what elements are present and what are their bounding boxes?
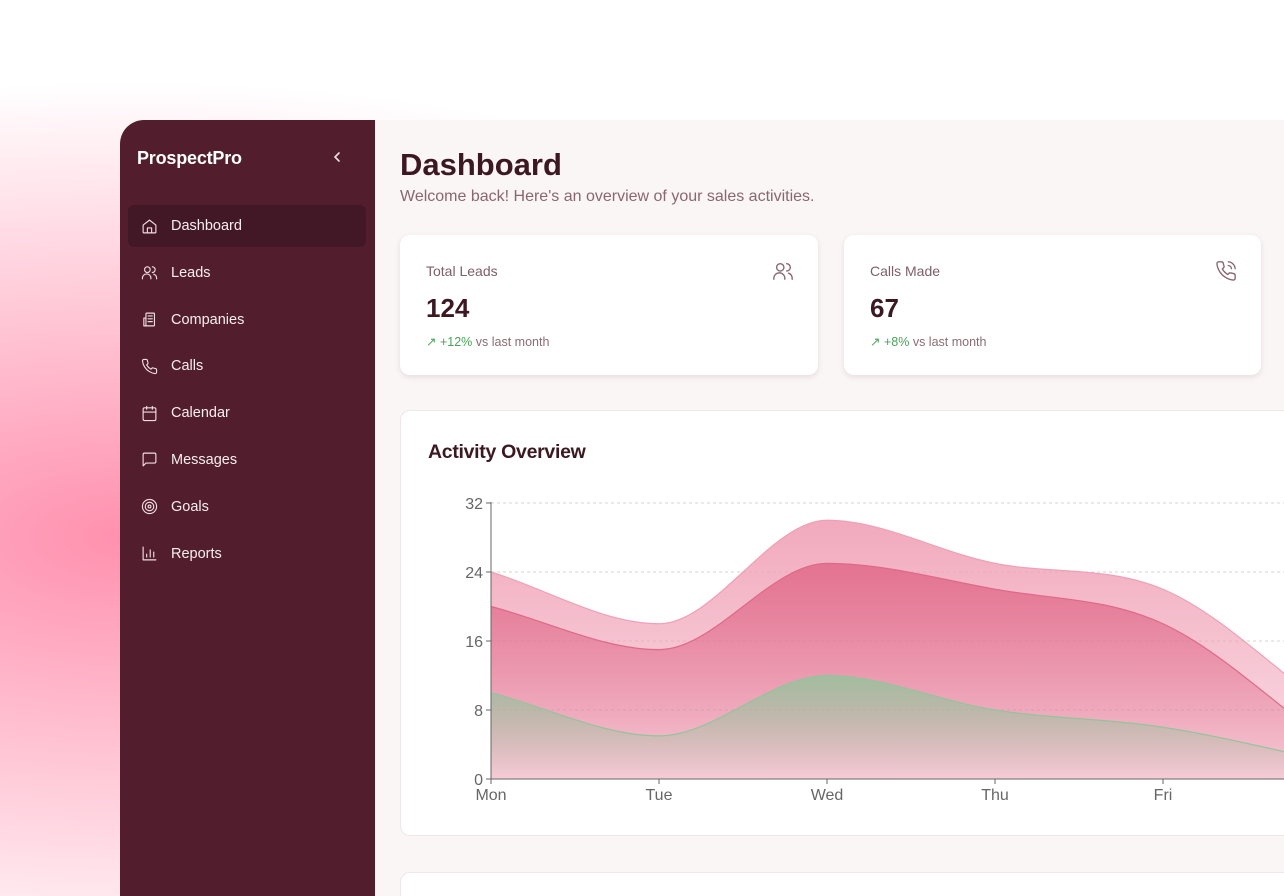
sidebar-item-companies[interactable]: Companies — [128, 299, 366, 341]
series-line — [490, 519, 1284, 675]
users-icon — [141, 266, 158, 280]
y-tick-label: 24 — [465, 565, 483, 582]
series-line — [490, 562, 1284, 710]
change-value: +8% — [883, 335, 910, 349]
bar-chart-icon — [142, 546, 157, 561]
sidebar-item-goals[interactable]: Goals — [128, 486, 366, 528]
users-icon — [772, 260, 794, 282]
stat-label: Total Leads — [426, 263, 498, 279]
sidebar-item-leads[interactable]: Leads — [128, 252, 366, 294]
sidebar-item-label: Calendar — [171, 405, 230, 422]
phone-icon — [141, 358, 158, 374]
sidebar: ProspectPro Dashboard Leads Companies Ca… — [120, 120, 375, 896]
stat-label: Calls Made — [870, 263, 941, 279]
stat-value: 124 — [426, 293, 470, 323]
change-suffix: vs last month — [912, 335, 987, 349]
message-icon — [142, 453, 157, 467]
y-tick-label: 0 — [474, 772, 483, 789]
x-tick-label: Thu — [981, 787, 1009, 804]
page-title: Dashboard — [400, 147, 562, 182]
stat-card-calls-made: Calls Made 67 ↗ +8% vs last month — [844, 235, 1261, 375]
sidebar-item-label: Reports — [171, 545, 222, 562]
stat-value: 67 — [870, 293, 899, 323]
x-tick-label: Mon — [475, 787, 506, 804]
y-tick-label: 8 — [474, 703, 483, 720]
stat-card-total-leads: Total Leads 124 ↗ +12% vs last month — [400, 235, 818, 375]
y-tick-label: 16 — [465, 634, 483, 651]
sidebar-item-messages[interactable]: Messages — [128, 439, 366, 481]
x-tick-label: Wed — [811, 787, 844, 804]
sidebar-item-label: Messages — [171, 451, 238, 468]
x-tick-label: Fri — [1154, 787, 1173, 804]
main-content: Dashboard Welcome back! Here's an overvi… — [375, 120, 1284, 896]
activity-overview-card: Activity Overview 0 8 16 24 32 Mon Tue Wed Thu Fr… — [400, 410, 1284, 836]
stat-change: ↗ +8% vs last month — [870, 334, 986, 349]
sidebar-item-label: Companies — [171, 311, 245, 328]
series-area — [491, 675, 1284, 779]
sidebar-item-calendar[interactable]: Calendar — [128, 392, 366, 434]
change-value: +12% — [439, 335, 473, 349]
arrow-up-right-icon: ↗ — [426, 335, 437, 349]
phone-call-icon — [1215, 260, 1237, 282]
calendar-icon — [142, 405, 157, 421]
sidebar-nav: Dashboard Leads Companies Calls Calendar… — [128, 205, 366, 579]
series-line — [490, 674, 1284, 753]
arrow-up-right-icon: ↗ — [870, 335, 881, 349]
chevron-left-icon[interactable] — [330, 148, 344, 166]
stat-change: ↗ +12% vs last month — [426, 334, 549, 349]
change-suffix: vs last month — [475, 335, 550, 349]
sidebar-item-label: Leads — [171, 264, 211, 281]
sidebar-item-reports[interactable]: Reports — [128, 533, 366, 575]
secondary-card — [400, 872, 1284, 896]
chart-title: Activity Overview — [428, 441, 586, 463]
x-tick-label: Tue — [646, 787, 673, 804]
sidebar-item-calls[interactable]: Calls — [128, 345, 366, 387]
sidebar-item-label: Calls — [171, 358, 204, 375]
activity-chart: 0 8 16 24 32 Mon Tue Wed Thu Fri — [465, 496, 1284, 804]
home-icon — [142, 219, 157, 233]
sidebar-item-label: Dashboard — [171, 218, 242, 234]
page-subtitle: Welcome back! Here's an overview of your… — [400, 188, 815, 205]
app-logo: ProspectPro — [137, 148, 242, 168]
sidebar-item-label: Goals — [171, 498, 209, 515]
building-icon — [143, 312, 156, 327]
app-window: ProspectPro Dashboard Leads Companies Ca… — [120, 120, 1284, 896]
sidebar-item-dashboard[interactable]: Dashboard — [128, 205, 366, 247]
target-icon — [141, 499, 158, 515]
y-tick-label: 32 — [465, 496, 483, 513]
